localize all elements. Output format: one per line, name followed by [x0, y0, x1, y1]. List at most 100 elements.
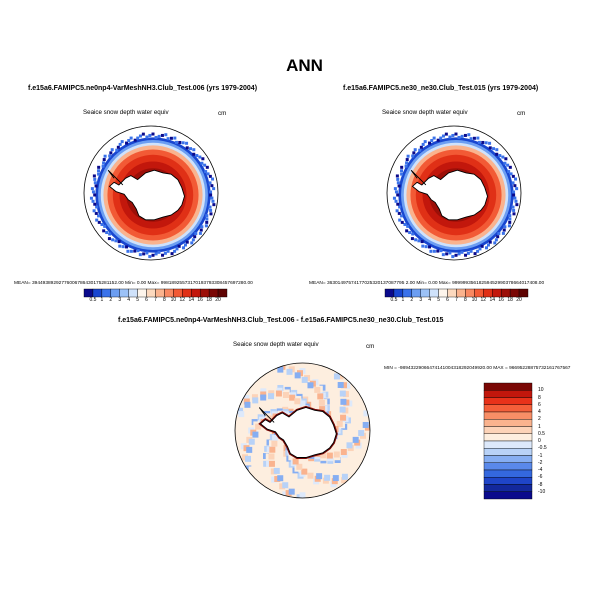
ice-edge-cell — [419, 145, 423, 149]
ice-edge-cell — [430, 139, 434, 143]
ice-edge-cell — [208, 181, 212, 185]
ice-edge-cell — [463, 133, 467, 137]
diff-cell — [285, 490, 292, 497]
ice-edge-cell — [210, 196, 214, 200]
ice-edge-cell — [103, 224, 107, 228]
ice-edge-cell — [394, 190, 398, 194]
ice-edge-cell — [189, 147, 193, 151]
colorbar-box — [483, 484, 533, 492]
ice-edge-cell — [444, 132, 448, 136]
ice-edge-cell — [428, 141, 432, 145]
ice-edge-cell — [511, 174, 515, 178]
diff-cell — [282, 392, 289, 399]
ice-edge-cell — [511, 181, 515, 185]
colorbar-box — [447, 288, 457, 298]
ice-edge-cell — [448, 251, 452, 255]
ice-edge-cell — [205, 165, 209, 169]
ice-edge-cell — [114, 239, 118, 243]
ice-edge-cell — [170, 252, 174, 256]
ice-edge-cell — [102, 161, 106, 165]
ice-edge-cell — [118, 244, 122, 248]
ice-edge-cell — [163, 251, 167, 255]
colorbar-tick-label: 2 — [109, 297, 113, 303]
colorbar-box — [420, 288, 430, 298]
colorbar-box — [199, 288, 210, 298]
colorbar-box — [92, 288, 103, 298]
ice-edge-cell — [457, 135, 461, 139]
ice-edge-cell — [473, 252, 477, 256]
diff-cell — [243, 398, 250, 405]
colorbar-tick-label: 5 — [437, 297, 441, 303]
ice-edge-cell — [512, 208, 516, 212]
panel3-case-title: f.e15a6.FAMIPC5.ne0np4-VarMeshNH3.Club_T… — [118, 317, 444, 324]
panel3-variable-label: Seaice snow depth water equiv — [233, 341, 319, 348]
colorbar-tick-label: -2 — [538, 459, 543, 466]
panel2-units: cm — [517, 110, 526, 117]
ice-edge-cell — [467, 133, 471, 137]
colorbar-tick-label: 2 — [538, 416, 541, 423]
ice-edge-cell — [142, 252, 146, 256]
ice-edge-cell — [394, 199, 398, 203]
ice-edge-cell — [181, 246, 185, 250]
colorbar-box — [164, 288, 174, 298]
colorbar-box — [474, 288, 484, 298]
ice-edge-cell — [91, 190, 95, 194]
ice-edge-cell — [209, 212, 213, 216]
diff-cell — [358, 430, 365, 437]
ice-edge-cell — [439, 249, 443, 253]
colorbar-box — [128, 288, 138, 298]
ice-edge-cell — [405, 161, 409, 165]
ice-edge-cell — [484, 246, 488, 250]
ice-edge-cell — [406, 154, 410, 158]
ice-edge-cell — [200, 225, 204, 229]
ice-edge-cell — [503, 161, 507, 165]
ice-edge-cell — [486, 243, 490, 247]
ice-edge-cell — [466, 251, 470, 255]
ice-edge-cell — [405, 229, 409, 233]
ice-edge-cell — [494, 238, 498, 242]
ice-edge-cell — [414, 238, 418, 242]
ice-edge-cell — [194, 232, 198, 236]
colorbar-box — [384, 288, 395, 298]
ice-edge-cell — [495, 152, 499, 156]
ice-edge-cell — [164, 133, 168, 137]
ice-edge-cell — [411, 232, 415, 236]
ice-edge-cell — [136, 249, 140, 253]
diff-cell — [275, 390, 282, 397]
panel1-stats: MEAN= 39449389292776006786430175281152.0… — [14, 281, 253, 286]
antarctica-land — [411, 169, 488, 221]
antarctic-peninsula — [410, 169, 427, 186]
ice-edge-cell — [154, 135, 158, 139]
ice-edge-cell — [192, 152, 196, 156]
colorbar-box — [483, 426, 533, 434]
colorbar-tick-label: -0.5 — [538, 445, 547, 452]
colorbar-tick-label: -6 — [538, 474, 543, 481]
diff-cell — [282, 482, 289, 489]
ice-edge-cell — [397, 184, 401, 188]
ice-edge-cell — [493, 241, 497, 245]
ice-edge-cell — [174, 140, 178, 144]
ice-edge-cell — [454, 132, 458, 136]
colorbar-box — [483, 469, 533, 478]
ice-edge-cell — [501, 155, 505, 159]
ice-edge-cell — [418, 148, 422, 152]
ice-edge-cell — [397, 211, 401, 215]
ice-edge-cell — [495, 148, 499, 152]
ice-edge-cell — [127, 139, 131, 143]
diff-cell — [268, 453, 275, 460]
colorbar-tick-label: 1 — [401, 297, 405, 303]
panel3-colorbar-ticks: 10 8 6 4 2 1 0.5 0 -0.5 -1 -2 -4 -6 -8 -10 — [536, 383, 566, 499]
ice-edge-cell — [472, 136, 476, 140]
diff-cell — [243, 395, 250, 402]
ice-edge-cell — [105, 231, 109, 235]
diff-cell — [331, 478, 338, 485]
ice-edge-cell — [145, 251, 149, 255]
diff-cell — [362, 421, 369, 428]
ice-edge-cell — [513, 184, 517, 188]
diff-cell — [319, 406, 326, 413]
colorbar-box — [393, 288, 404, 298]
map-border — [234, 362, 371, 499]
ice-edge-cell — [92, 174, 96, 178]
diff-cell — [273, 467, 280, 474]
diff-cell — [339, 390, 346, 397]
